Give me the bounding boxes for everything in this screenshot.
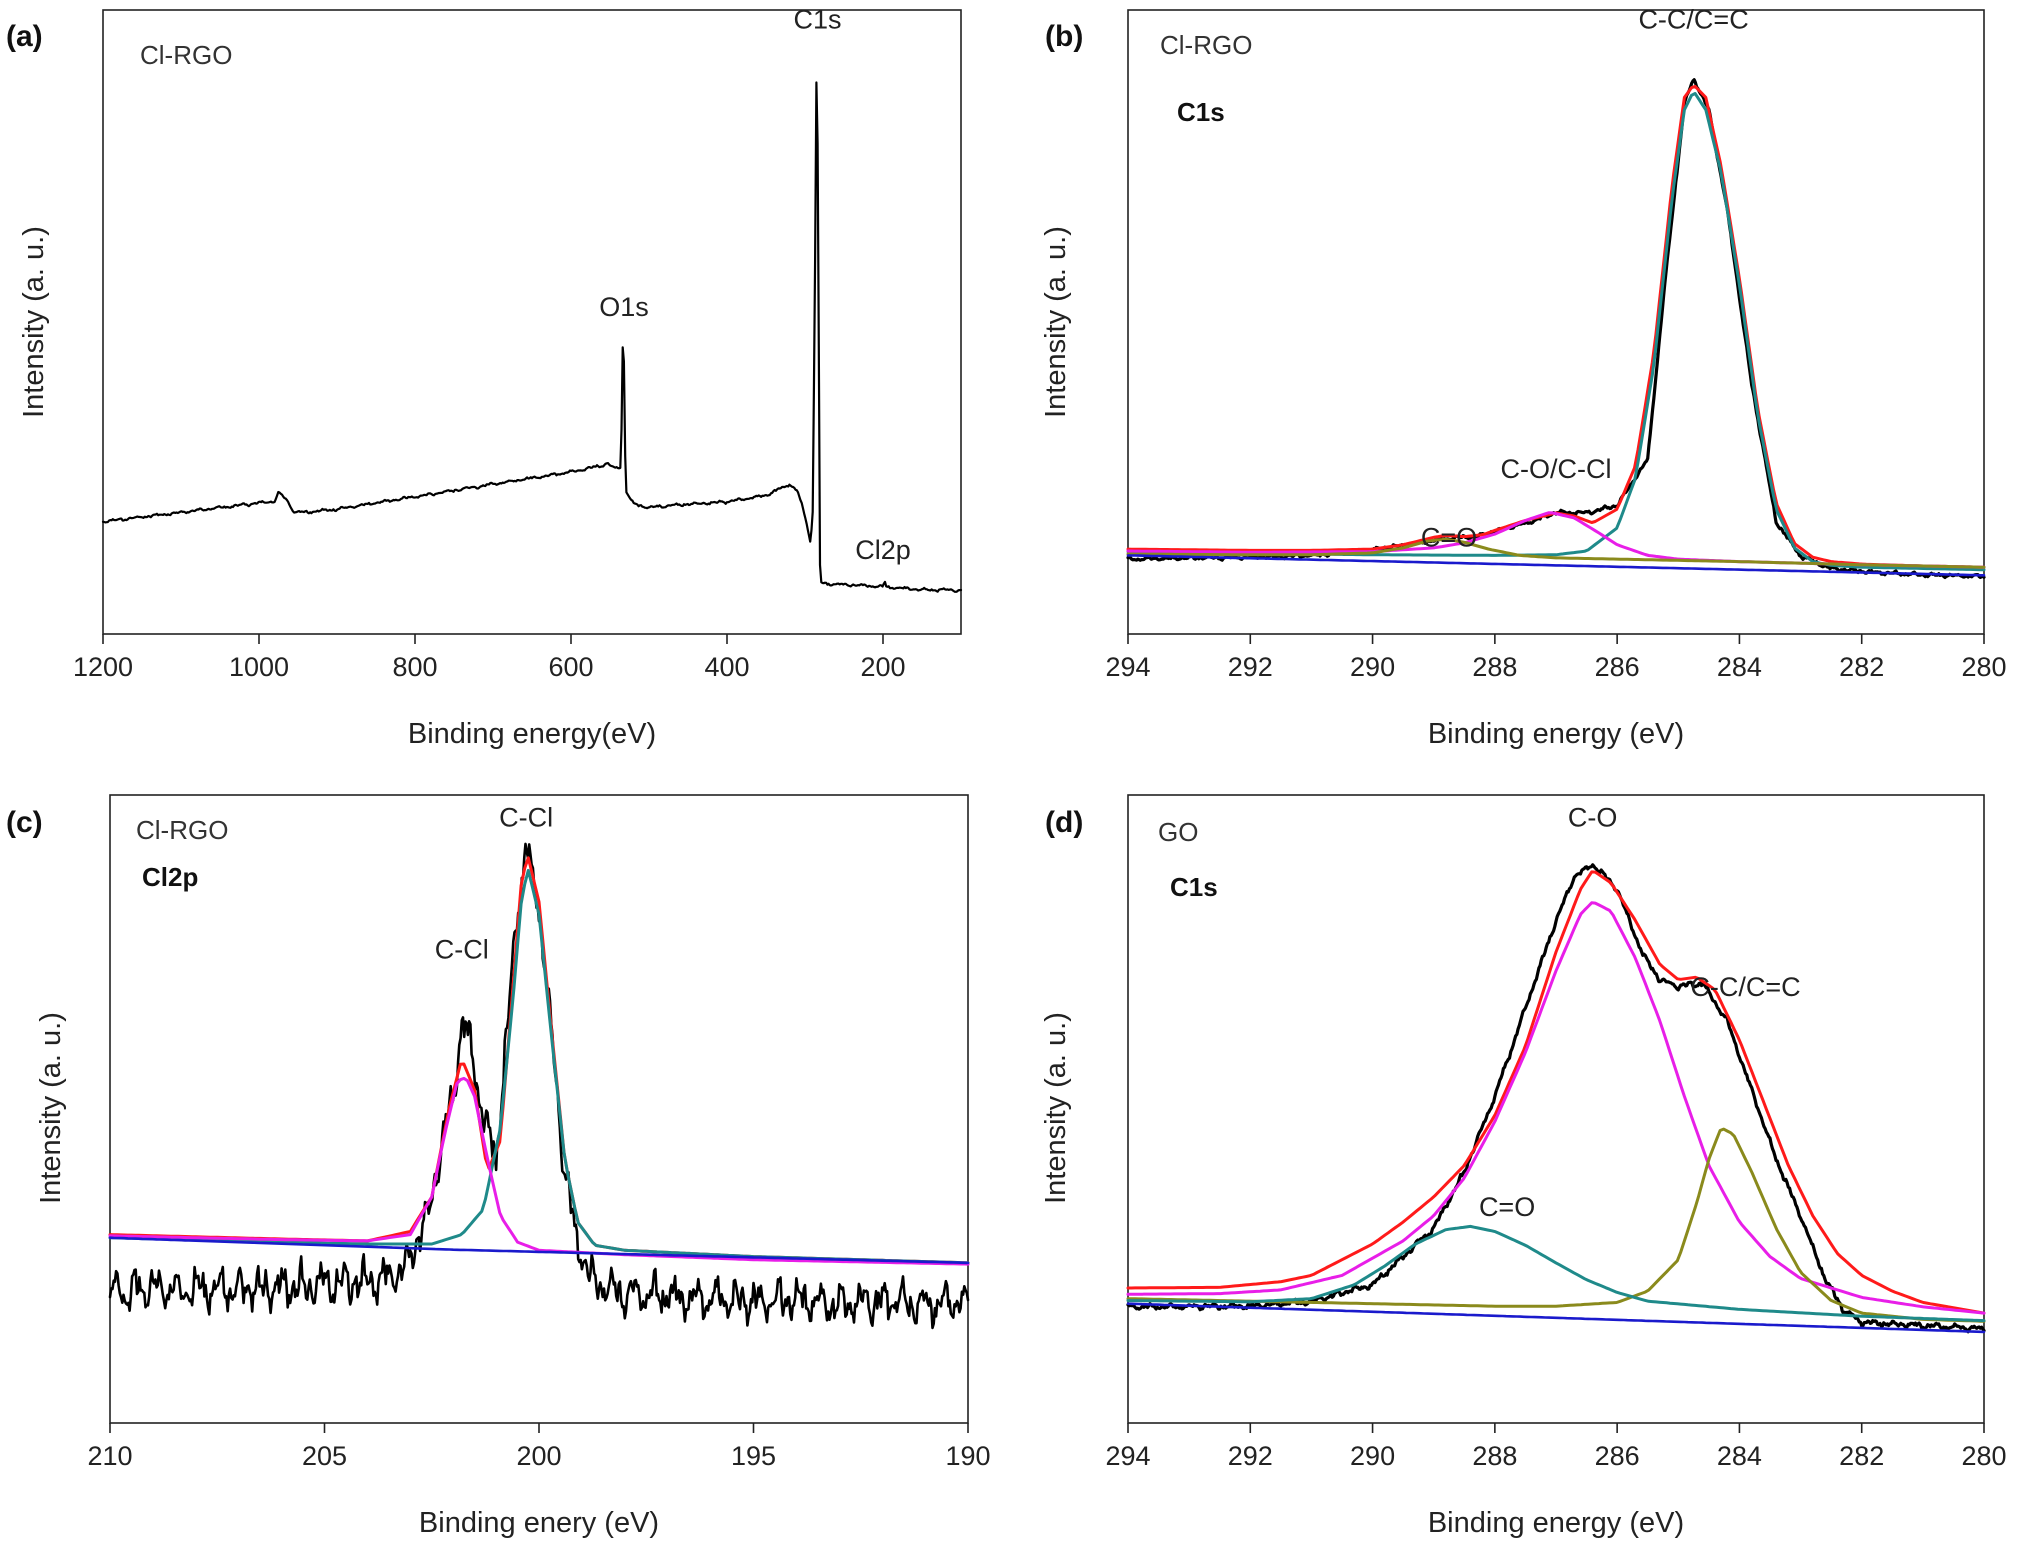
region-label: Cl2p [142, 862, 198, 892]
plot-frame [1127, 9, 1985, 635]
x-tick-label: 292 [1228, 652, 1273, 682]
plot-frame [102, 9, 962, 635]
panel-label: (a) [6, 20, 43, 53]
x-tick-label: 280 [1961, 1441, 2006, 1471]
x-tick-label: 200 [516, 1441, 561, 1471]
y-axis-label: Intensity (a. u.) [1040, 1012, 1072, 1204]
series-c-cl-cl2p1-2 [108, 1076, 970, 1266]
annotation-layer: C-O C-C/C=C C=O [1479, 802, 1801, 1221]
x-tick-label: 210 [87, 1441, 132, 1471]
x-tick-label: 1000 [229, 652, 289, 682]
x-axis-label: Binding energy(eV) [408, 718, 656, 750]
tick-layer: 294 292 290 288 286 284 282 280 [1105, 634, 2007, 682]
peak-annotation: C1s [793, 5, 841, 35]
x-tick-label: 288 [1472, 1441, 1517, 1471]
x-tick-label: 294 [1105, 1441, 1150, 1471]
peak-annotation: C-C/C=C [1638, 5, 1748, 35]
plot-frame [109, 794, 969, 1424]
x-tick-label: 1200 [73, 652, 133, 682]
tick-layer: 1200 1000 800 600 400 200 [73, 634, 906, 682]
peak-annotation: C-C/C=C [1690, 972, 1800, 1002]
panel-label: (d) [1045, 806, 1083, 839]
peak-annotation: O1s [599, 292, 649, 322]
series-experimental [1126, 78, 1986, 580]
series-baseline [1126, 1302, 1986, 1334]
x-tick-label: 290 [1350, 652, 1395, 682]
x-tick-label: 205 [302, 1441, 347, 1471]
x-axis-label: Binding energy (eV) [1428, 1507, 1684, 1539]
panel-label: (b) [1045, 20, 1083, 53]
sample-label: Cl-RGO [1160, 30, 1252, 60]
series-experimental [1126, 863, 1986, 1334]
y-axis-label: Intensity (a. u.) [35, 1012, 67, 1204]
x-tick-label: 290 [1350, 1441, 1395, 1471]
x-tick-label: 294 [1105, 652, 1150, 682]
series-layer [101, 81, 963, 593]
peak-annotation: C-Cl [435, 934, 489, 964]
series-baseline [108, 1236, 970, 1265]
series-layer [1126, 78, 1986, 580]
peak-annotation: C=O [1479, 1192, 1535, 1222]
sample-label: Cl-RGO [136, 815, 228, 845]
series-c-o [1126, 537, 1986, 569]
sample-label: GO [1158, 817, 1198, 847]
y-axis-label: Intensity (a. u.) [18, 226, 50, 418]
region-label: C1s [1177, 97, 1225, 127]
series-c-o [1126, 901, 1986, 1315]
series-baseline [1126, 554, 1986, 577]
x-tick-label: 286 [1595, 1441, 1640, 1471]
series-fitted-sum [1126, 84, 1986, 569]
x-tick-label: 284 [1717, 652, 1762, 682]
panel-d: 294 292 290 288 286 284 282 280 C-O C-C/C=C C=O (… [1040, 794, 2007, 1539]
x-tick-label: 292 [1228, 1441, 1273, 1471]
annotation-layer: C1s O1s Cl2p [599, 5, 910, 565]
panel-a: 1200 1000 800 600 400 200 C1s O1s Cl2p (a) Cl-R… [6, 5, 963, 750]
series-c-c-c-c [1126, 92, 1986, 572]
series-c-o [1126, 1224, 1986, 1323]
peak-annotation: C-Cl [499, 802, 553, 832]
x-tick-label: 280 [1961, 652, 2006, 682]
peak-annotation: C-O/C-Cl [1501, 454, 1612, 484]
x-tick-label: 286 [1595, 652, 1640, 682]
annotation-layer: C-Cl C-Cl [435, 802, 553, 964]
x-tick-label: 200 [860, 652, 905, 682]
tick-layer: 294 292 290 288 286 284 282 280 [1105, 1423, 2007, 1471]
panel-c: 210 205 200 195 190 C-Cl C-Cl (c) Cl-RGO Cl2p… [6, 794, 991, 1539]
panel-label: (c) [6, 806, 43, 839]
x-axis-label: Binding energy (eV) [1428, 718, 1684, 750]
series-survey [101, 81, 963, 593]
x-tick-label: 282 [1839, 1441, 1884, 1471]
peak-annotation: C-O [1568, 802, 1618, 832]
x-tick-label: 195 [731, 1441, 776, 1471]
annotation-layer: C-C/C=C C-O/C-Cl C=O [1421, 5, 1749, 553]
panel-b: 294 292 290 288 286 284 282 280 C-C/C=C C-O/C-Cl… [1040, 5, 2007, 750]
region-label: C1s [1170, 872, 1218, 902]
x-tick-label: 284 [1717, 1441, 1762, 1471]
x-axis-label: Binding enery (eV) [419, 1507, 659, 1539]
peak-annotation: Cl2p [855, 535, 911, 565]
x-tick-label: 800 [392, 652, 437, 682]
series-layer [108, 842, 970, 1330]
sample-label: Cl-RGO [140, 40, 232, 70]
x-tick-label: 190 [945, 1441, 990, 1471]
peak-annotation: C=O [1421, 523, 1477, 553]
y-axis-label: Intensity (a. u.) [1040, 226, 1072, 418]
series-fitted-sum [1126, 870, 1986, 1315]
x-tick-label: 288 [1472, 652, 1517, 682]
tick-layer: 210 205 200 195 190 [87, 1423, 991, 1471]
series-c-cl-cl2p3-2 [108, 868, 970, 1265]
x-tick-label: 400 [704, 652, 749, 682]
x-tick-label: 600 [548, 652, 593, 682]
plot-frame [1127, 794, 1985, 1424]
x-tick-label: 282 [1839, 652, 1884, 682]
series-layer [1126, 863, 1986, 1334]
